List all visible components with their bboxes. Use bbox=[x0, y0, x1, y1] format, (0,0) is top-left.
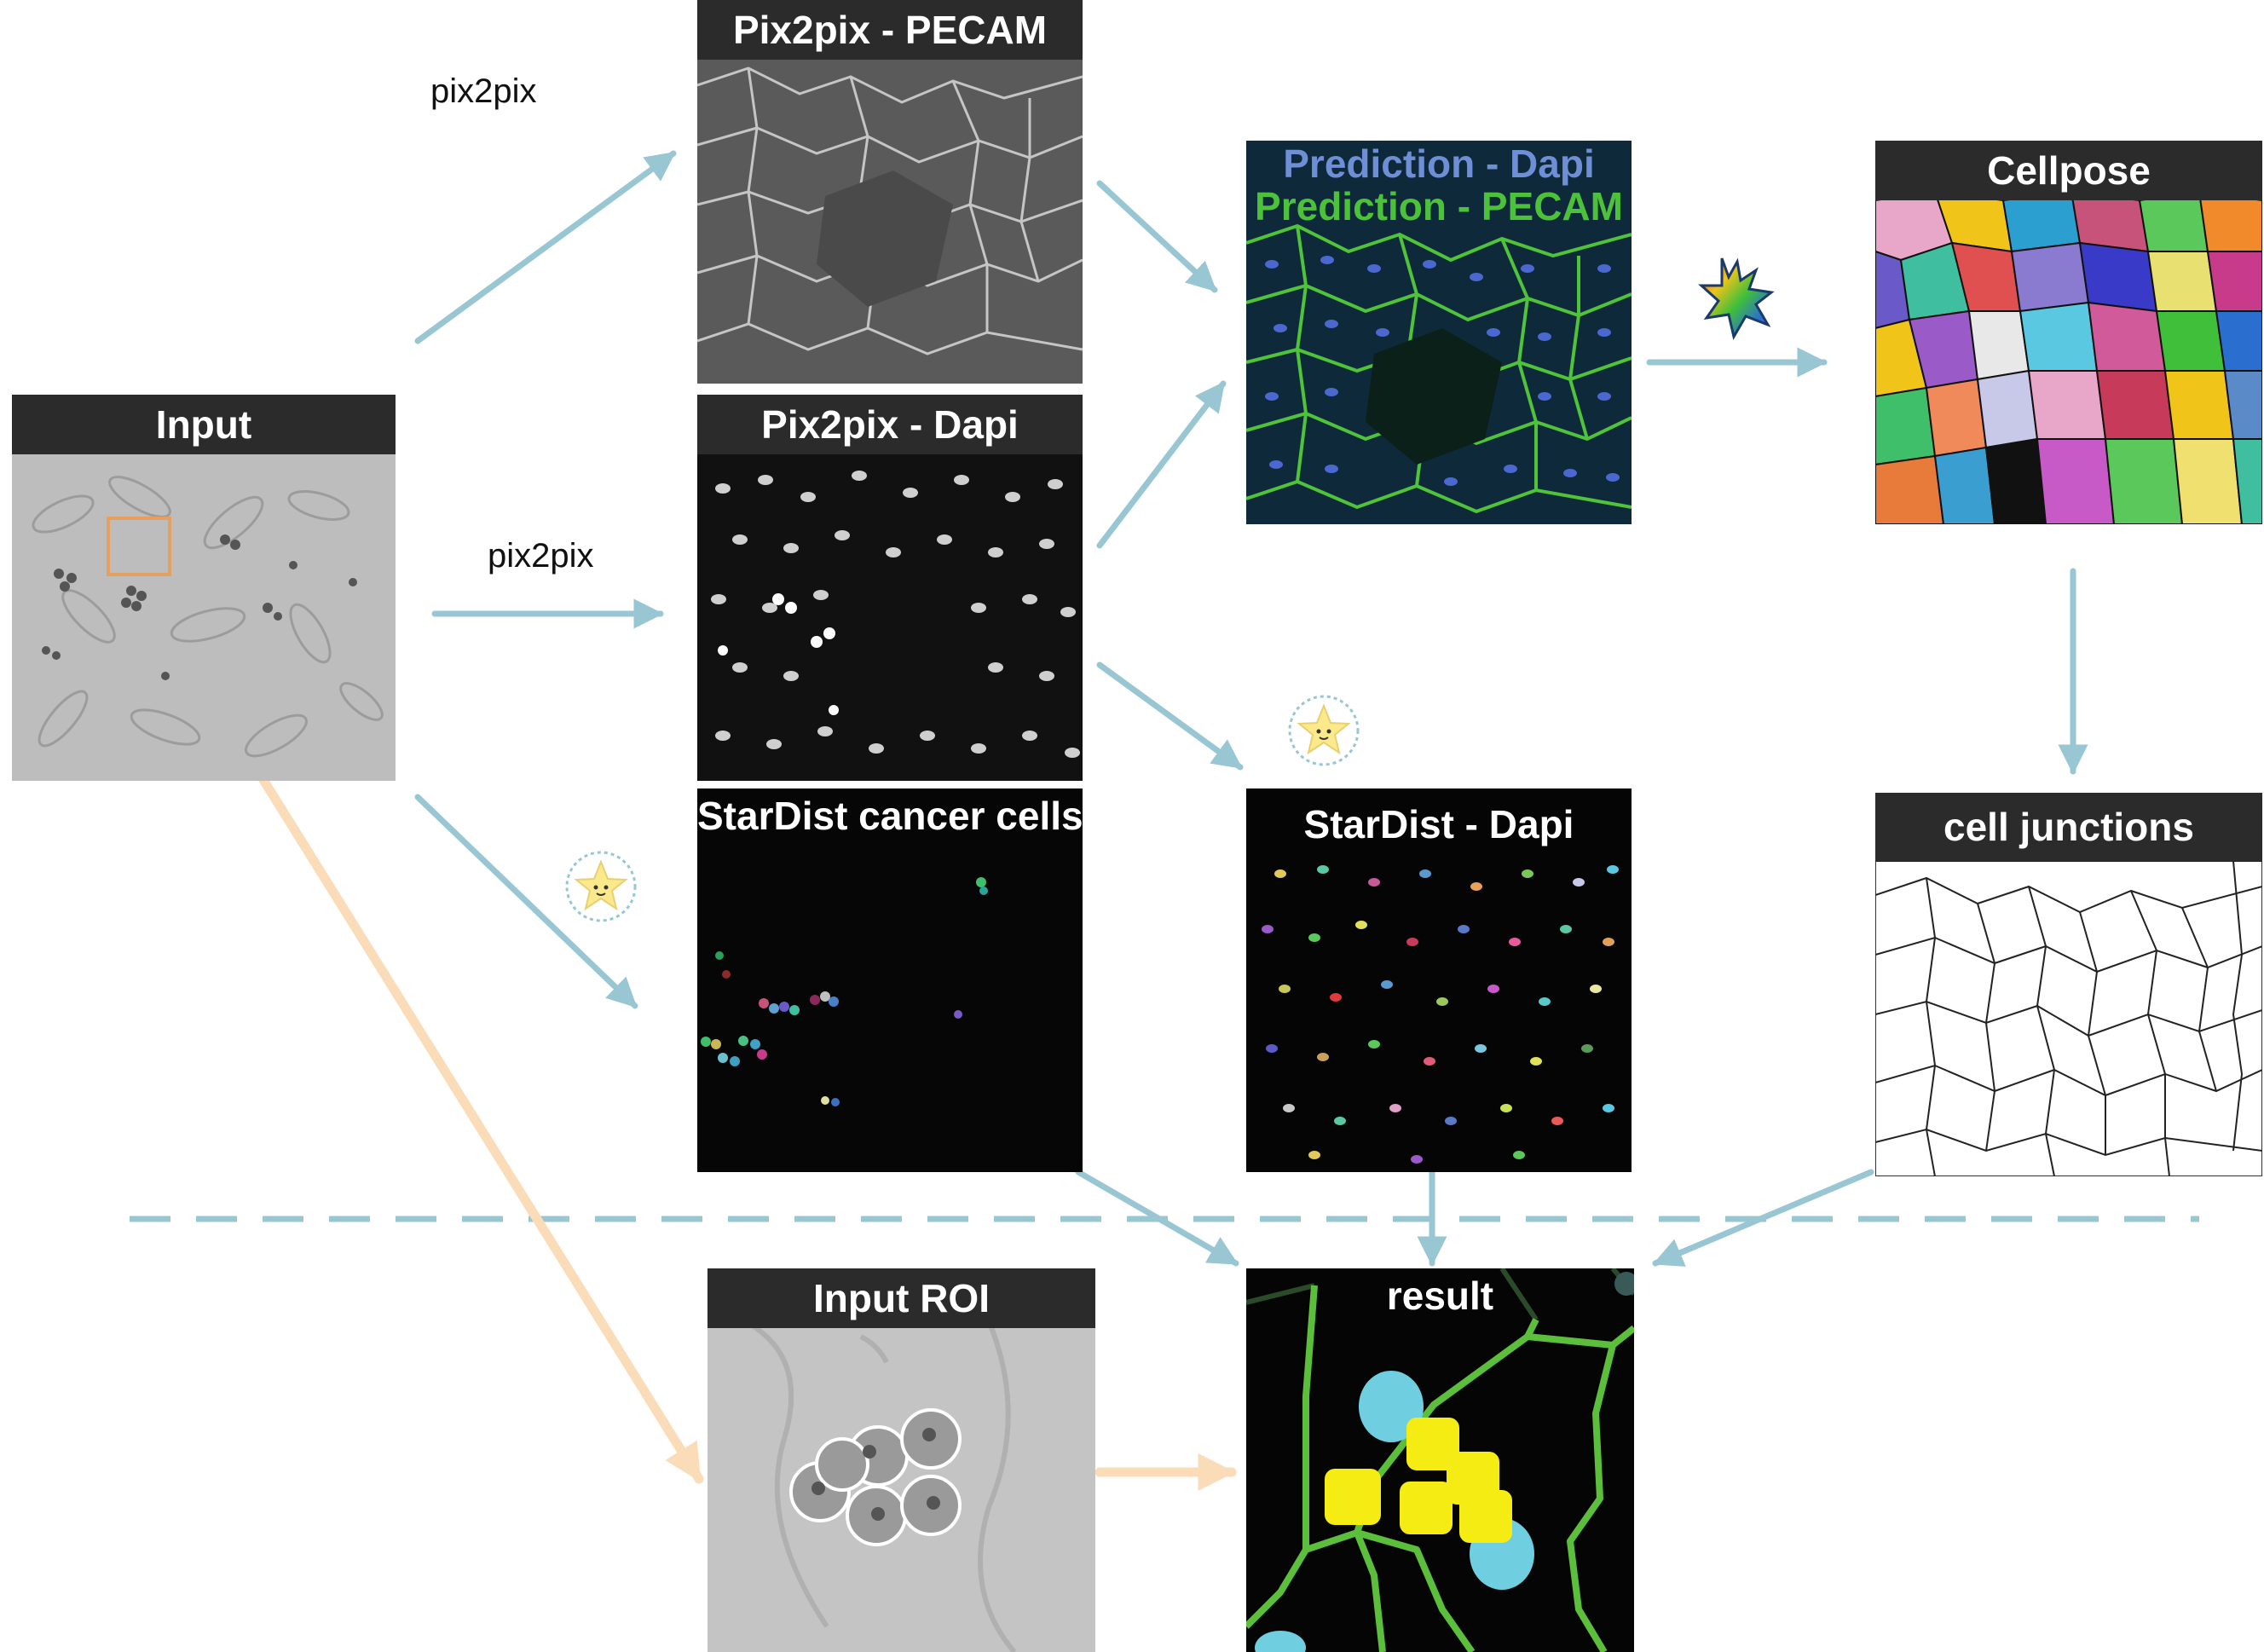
stardist-dapi-panel: StarDist - Dapi bbox=[1246, 788, 1632, 1172]
pecam-image bbox=[697, 0, 1083, 384]
pix2pix-label-top: pix2pix bbox=[430, 72, 537, 110]
arrow-dapi-to-prediction bbox=[1096, 380, 1227, 549]
stardist-dapi-image bbox=[1246, 788, 1632, 1172]
stardist-star-icon-2 bbox=[1288, 695, 1360, 766]
pecam-title: Pix2pix - PECAM bbox=[697, 0, 1083, 60]
result-title: result bbox=[1386, 1274, 1494, 1318]
arrow-dapi-to-stardist-dapi bbox=[1096, 661, 1244, 771]
roi-image bbox=[708, 1268, 1095, 1652]
roi-panel: Input ROI bbox=[708, 1268, 1095, 1652]
result-panel: result bbox=[1246, 1268, 1634, 1652]
cellpose-title: Cellpose bbox=[1875, 141, 2262, 200]
stardist-star-icon bbox=[565, 851, 637, 922]
junctions-title: cell junctions bbox=[1943, 805, 2194, 849]
cellpose-panel: Cellpose bbox=[1875, 141, 2262, 524]
prediction-dapi-title: Prediction - Dapi bbox=[1283, 142, 1595, 186]
roi-title: Input ROI bbox=[708, 1268, 1095, 1328]
prediction-panel: Prediction - Dapi Prediction - PECAM bbox=[1246, 141, 1632, 524]
dapi-panel: Pix2pix - Dapi bbox=[697, 395, 1083, 781]
stardist-dapi-title: StarDist - Dapi bbox=[1303, 802, 1574, 846]
input-panel: Input bbox=[12, 395, 396, 781]
prediction-pecam-title: Prediction - PECAM bbox=[1255, 184, 1623, 228]
result-image bbox=[1246, 1268, 1634, 1652]
junctions-image bbox=[1875, 793, 2262, 1176]
cellpose-image bbox=[1875, 141, 2262, 524]
roi-marker bbox=[107, 517, 171, 576]
dapi-image bbox=[697, 395, 1083, 781]
input-title: Input bbox=[12, 395, 396, 454]
junctions-panel: cell junctions bbox=[1875, 793, 2262, 1176]
arrow-pecam-to-prediction bbox=[1096, 180, 1218, 293]
arrow-input-to-stardist-cancer bbox=[414, 794, 638, 1009]
stardist-cancer-panel: StarDist cancer cells bbox=[697, 788, 1083, 1172]
pecam-panel: Pix2pix - PECAM bbox=[697, 0, 1083, 384]
stardist-cancer-title: StarDist cancer cells bbox=[697, 794, 1083, 838]
input-image bbox=[12, 395, 396, 781]
cellpose-cell-icon bbox=[1698, 257, 1775, 341]
arrow-input-to-pecam bbox=[414, 150, 677, 344]
dapi-title: Pix2pix - Dapi bbox=[697, 395, 1083, 454]
prediction-image bbox=[1246, 141, 1632, 524]
stardist-cancer-image bbox=[697, 788, 1083, 1172]
pix2pix-label-middle: pix2pix bbox=[488, 537, 594, 575]
